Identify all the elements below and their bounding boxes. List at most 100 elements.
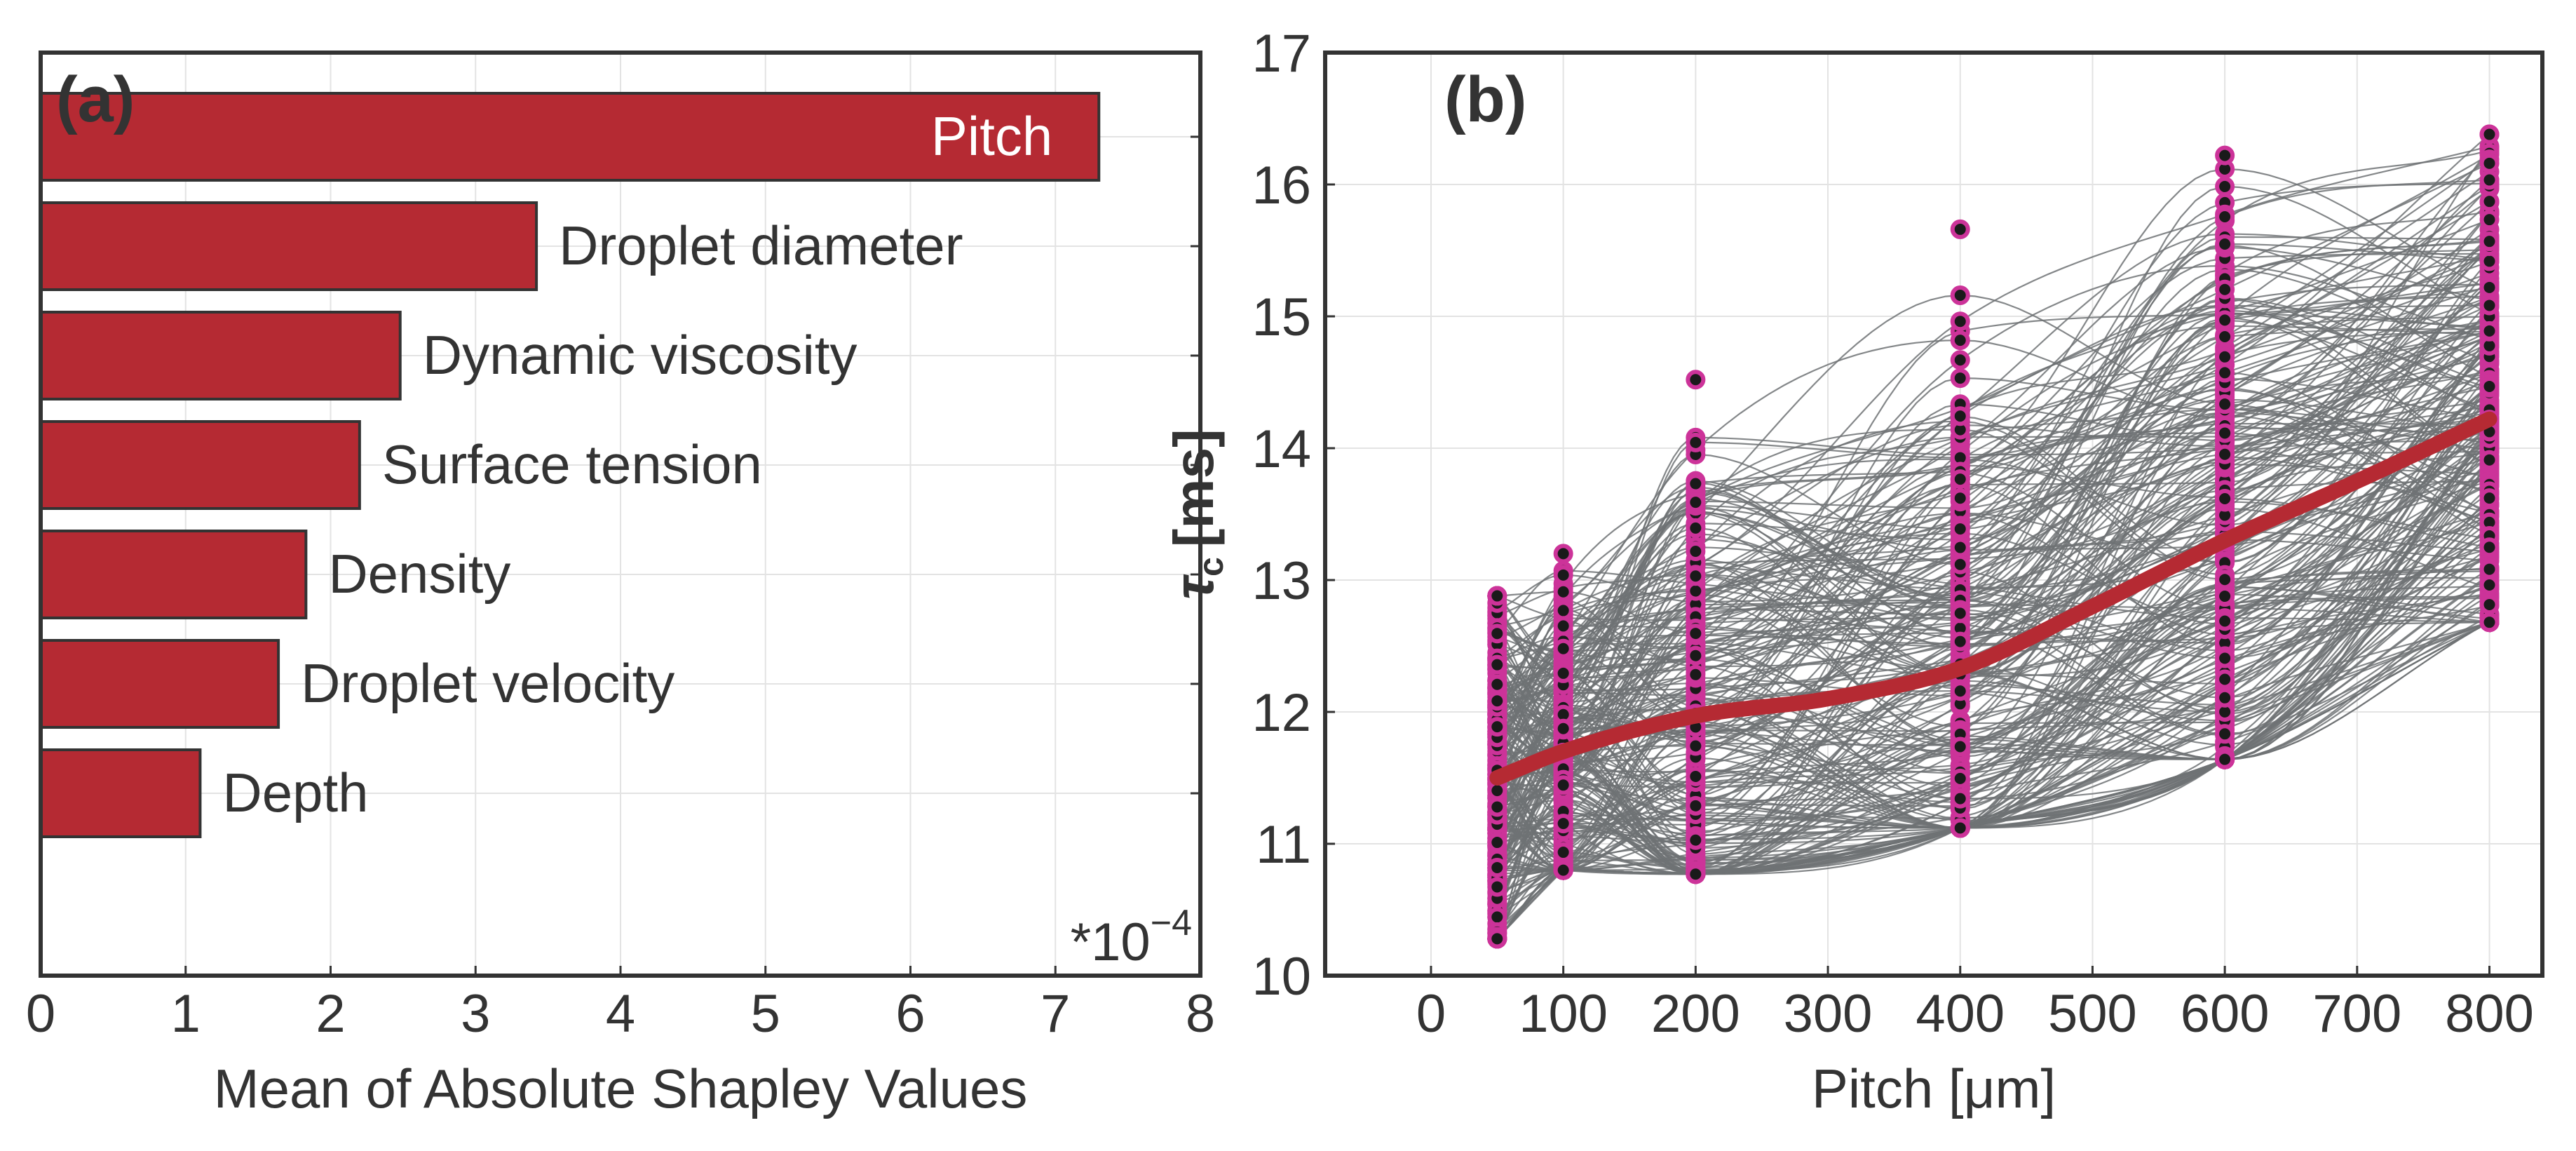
sample-point (1553, 718, 1573, 739)
sample-point (2215, 724, 2235, 744)
sample-curve (1496, 236, 2490, 738)
sample-curve (1497, 285, 2490, 735)
sample-point (1950, 537, 1970, 558)
panel-b-x-tick-labels: 0 100 200 300 400 500 600 700 800 (1416, 984, 2534, 1044)
sample-point (1686, 795, 1706, 816)
sample-point (2479, 575, 2500, 595)
sample-curve (1496, 297, 2490, 819)
sample-point (2215, 488, 2235, 509)
sample-curve (1496, 483, 2490, 894)
sample-point (1553, 616, 1573, 636)
sample-curve (1496, 212, 2490, 654)
sample-point (2215, 423, 2235, 443)
sample-point (1950, 469, 1970, 490)
sample-point (1950, 406, 1970, 426)
sample-point (1686, 864, 1706, 884)
sample-point (1950, 681, 1970, 701)
sample-point (2215, 611, 2235, 631)
panel-b-xtick-label: 700 (2312, 984, 2401, 1044)
sample-curve (1496, 245, 2490, 746)
sample-curve (1496, 320, 2490, 793)
sample-point (1487, 877, 1507, 897)
panel-b-ytick-label: 15 (1252, 288, 1311, 347)
sample-point (1950, 488, 1970, 509)
bar-label: Pitch (931, 105, 1052, 167)
panel-b-ytick-label: 13 (1252, 551, 1311, 611)
sample-curve (1497, 241, 2490, 671)
sample-point (2215, 327, 2235, 347)
sample-point (1950, 554, 1970, 574)
sample-point (1686, 830, 1706, 850)
panel-b-label: (b) (1444, 64, 1526, 135)
sample-curve (1496, 245, 2490, 736)
sample-curve (1497, 568, 2490, 844)
sample-point (2479, 153, 2500, 173)
sample-curve (1496, 316, 2490, 769)
bar-density (39, 530, 308, 619)
sample-point (2215, 310, 2235, 330)
bar-depth (39, 748, 202, 838)
bar-surface-tension (39, 420, 361, 510)
bar-label: Surface tension (382, 433, 762, 495)
panel-b-xtick-label: 200 (1651, 984, 1740, 1044)
sample-point (2479, 170, 2500, 190)
panel-b-xtick-label: 800 (2445, 984, 2534, 1044)
panel-b-xtick-label: 300 (1784, 984, 1873, 1044)
sample-point (2215, 586, 2235, 607)
sample-curve (1496, 213, 2490, 721)
sample-point (1686, 645, 1706, 666)
sample-curve (1496, 386, 2490, 729)
panel-b-y-axis-label: τc[ms] (1162, 429, 1231, 599)
sample-curve (1496, 244, 2490, 711)
panel-a-label: (a) (56, 64, 135, 135)
sample-curve (1496, 318, 2490, 661)
sample-point (1950, 368, 1970, 389)
sample-curve (1496, 399, 2490, 744)
sample-point (1686, 473, 1706, 494)
sample-point (1686, 518, 1706, 538)
sample-curve (1496, 392, 2490, 817)
bar-droplet-velocity (39, 639, 280, 729)
sample-point (1553, 663, 1573, 683)
panel-b-x-axis-label: Pitch [μm] (1812, 1058, 2056, 1119)
sample-curve (1496, 534, 2490, 849)
sample-point (1487, 833, 1507, 853)
sample-point (1487, 654, 1507, 675)
sample-curve (1497, 438, 2490, 859)
panel-b-sample-points (1487, 124, 2500, 949)
panel-b-mean-line (1489, 411, 2497, 786)
sample-point (2479, 537, 2500, 558)
sample-curve (1496, 497, 2490, 911)
sample-point (2479, 124, 2500, 144)
sample-point (1950, 350, 1970, 370)
panel-a-shapley-bar-chart: Pitch Droplet diameter Dynamic viscosity Su… (26, 51, 1215, 1119)
sample-curve (1496, 384, 2490, 893)
sample-point (1487, 586, 1507, 606)
panel-b-ytick-label: 16 (1252, 156, 1311, 215)
sample-point (1487, 674, 1507, 694)
sample-point (2215, 444, 2235, 464)
sample-point (2479, 612, 2500, 633)
sample-point (2479, 559, 2500, 579)
sample-curve (1497, 168, 2490, 720)
sample-point (1950, 330, 1970, 351)
panel-b-ytick-label: 11 (1256, 815, 1311, 875)
bar-label: Depth (222, 762, 368, 823)
sample-point (1686, 664, 1706, 685)
sample-point (2215, 749, 2235, 769)
sample-point (1950, 603, 1970, 624)
sample-point (2479, 277, 2500, 297)
sample-curve (1496, 480, 2490, 875)
panel-b-plot-frame (1323, 51, 2544, 978)
sample-point (1950, 311, 1970, 332)
sample-curve (1496, 330, 2490, 722)
panel-b-ytick-label: 17 (1252, 24, 1311, 83)
sample-point (1553, 544, 1573, 564)
sample-curve (1497, 408, 2490, 828)
sample-point (2215, 279, 2235, 299)
bar-dynamic-viscosity (39, 311, 402, 401)
sample-curve (1496, 385, 2490, 849)
sample-point (2215, 145, 2235, 166)
sample-point (1487, 691, 1507, 711)
